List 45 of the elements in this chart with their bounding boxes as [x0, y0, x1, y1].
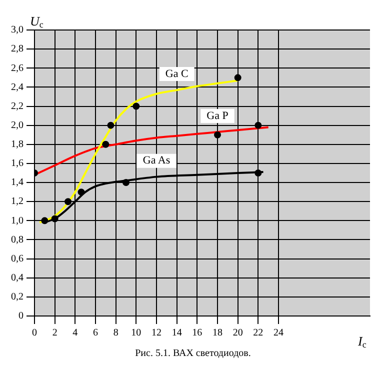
y-tick-label: 1,8 [11, 139, 24, 150]
x-tick-label: 16 [192, 328, 202, 339]
x-tick-label: 6 [93, 328, 98, 339]
point [254, 170, 262, 176]
point [122, 179, 130, 186]
point [132, 102, 140, 110]
series-label: Ga P [206, 110, 228, 122]
y-tick-label: 2,2 [11, 100, 24, 112]
x-tick-label: 22 [253, 328, 264, 339]
point [234, 74, 242, 82]
x-tick-label: 10 [131, 328, 142, 339]
y-tick-label: 0,8 [11, 234, 24, 246]
y-tick-label: 1,6 [11, 158, 24, 170]
y-tick-label: 0,4 [11, 272, 24, 284]
y-tick-label: 1,2 [11, 196, 24, 208]
x-tick-label: 8 [113, 328, 118, 339]
series-label: Ga C [165, 68, 188, 80]
y-tick-label: 2,8 [11, 44, 24, 55]
x-tick-label: 2 [52, 328, 58, 339]
y-tick-label: 1,4 [11, 177, 24, 188]
y-tick-label: 0,2 [11, 292, 24, 303]
x-tick-label: 24 [274, 328, 284, 339]
series-label: Ga As [142, 154, 170, 167]
point [254, 122, 262, 129]
y-tick-label: 1,0 [11, 215, 24, 226]
y-tick-label: 0,6 [11, 253, 24, 264]
x-tick-label: 4 [72, 328, 78, 339]
y-tick-label: 2,6 [11, 62, 24, 74]
x-tick-label: 14 [172, 328, 182, 339]
x-tick-label: 0 [32, 328, 37, 339]
y-tick-label: 0 [18, 310, 24, 322]
y-tick-label: 2,0 [11, 120, 24, 131]
point [41, 217, 48, 224]
y-tick-label: 3,0 [11, 24, 24, 36]
x-tick-label: 12 [152, 328, 162, 339]
point [51, 215, 58, 222]
point [107, 122, 114, 129]
text: Рис. 5.1. ВАХ светодиодов. [134, 348, 252, 359]
point [102, 140, 110, 148]
x-tick-label: 20 [232, 328, 243, 339]
point [64, 198, 72, 206]
point [78, 188, 85, 196]
x-tick-label: 18 [212, 328, 222, 339]
y-tick-label: 2,4 [11, 82, 24, 93]
point [214, 131, 221, 138]
